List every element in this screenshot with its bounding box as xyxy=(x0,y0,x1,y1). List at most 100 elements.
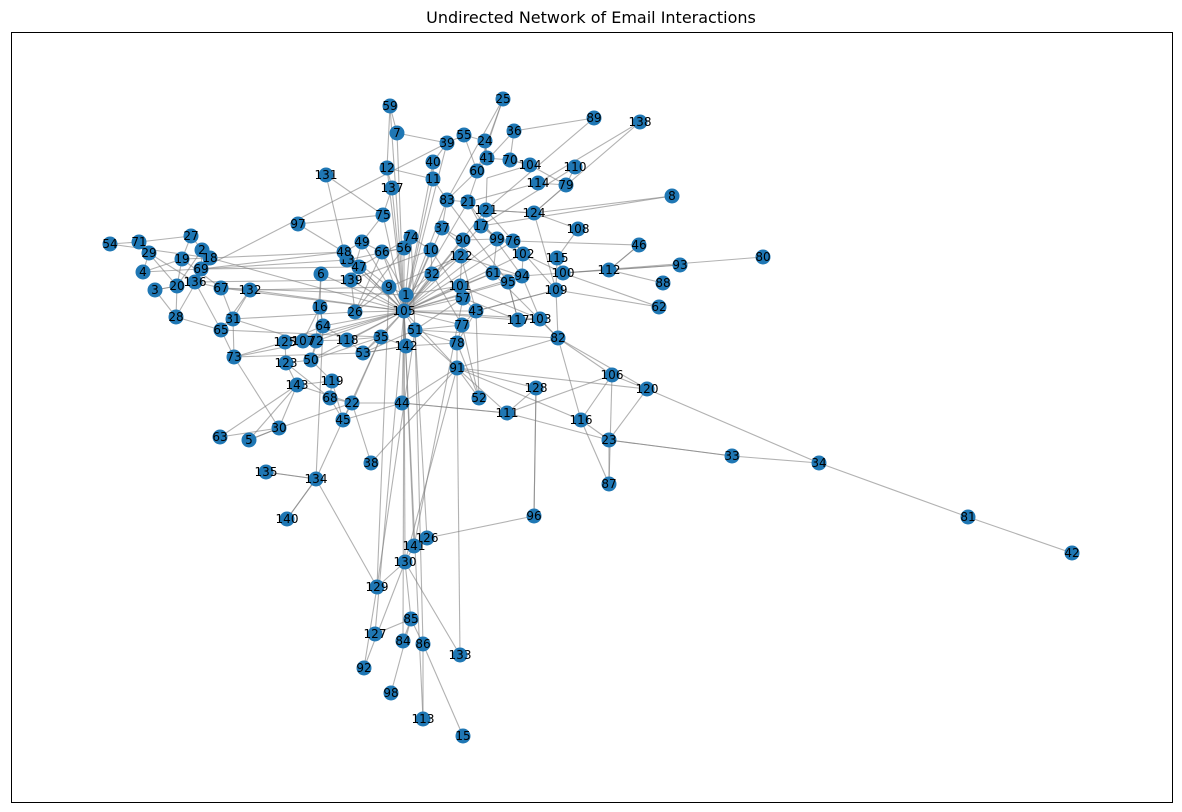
node-117[interactable]: 117 xyxy=(507,312,530,328)
node-67[interactable]: 67 xyxy=(213,280,229,296)
node-65[interactable]: 65 xyxy=(213,322,229,338)
node-91[interactable]: 91 xyxy=(449,360,465,376)
node-81[interactable]: 81 xyxy=(960,509,976,525)
node-104[interactable]: 104 xyxy=(519,157,542,173)
node-140[interactable]: 140 xyxy=(276,511,299,527)
node-44[interactable]: 44 xyxy=(394,395,410,411)
node-76[interactable]: 76 xyxy=(505,233,521,249)
node-120[interactable]: 120 xyxy=(636,381,659,397)
node-121[interactable]: 121 xyxy=(475,202,498,218)
node-83[interactable]: 83 xyxy=(439,192,455,208)
node-63[interactable]: 63 xyxy=(212,429,228,445)
node-108[interactable]: 108 xyxy=(567,221,590,237)
node-105[interactable]: 105 xyxy=(393,303,416,319)
node-129[interactable]: 129 xyxy=(366,579,389,595)
node-116[interactable]: 116 xyxy=(570,412,593,428)
node-112[interactable]: 112 xyxy=(598,262,621,278)
node-60[interactable]: 60 xyxy=(469,163,485,179)
node-64[interactable]: 64 xyxy=(315,318,331,334)
node-100[interactable]: 100 xyxy=(552,265,575,281)
node-52[interactable]: 52 xyxy=(471,390,487,406)
node-90[interactable]: 90 xyxy=(455,232,471,248)
node-21[interactable]: 21 xyxy=(460,194,476,210)
node-88[interactable]: 88 xyxy=(655,275,671,291)
node-142[interactable]: 142 xyxy=(395,338,418,354)
node-66[interactable]: 66 xyxy=(374,244,390,260)
node-17[interactable]: 17 xyxy=(473,218,489,234)
node-119[interactable]: 119 xyxy=(321,373,344,389)
node-78[interactable]: 78 xyxy=(449,335,465,351)
node-123[interactable]: 123 xyxy=(275,355,298,371)
node-114[interactable]: 114 xyxy=(527,175,550,191)
node-19[interactable]: 19 xyxy=(174,251,190,267)
node-31[interactable]: 31 xyxy=(225,311,241,327)
node-33[interactable]: 33 xyxy=(724,448,740,464)
node-96[interactable]: 96 xyxy=(526,508,542,524)
node-57[interactable]: 57 xyxy=(455,290,471,306)
node-80[interactable]: 80 xyxy=(755,249,771,265)
node-43[interactable]: 43 xyxy=(468,303,484,319)
node-141[interactable]: 141 xyxy=(403,538,426,554)
node-89[interactable]: 89 xyxy=(586,110,602,126)
node-12[interactable]: 12 xyxy=(379,160,395,176)
node-106[interactable]: 106 xyxy=(601,367,624,383)
node-22[interactable]: 22 xyxy=(344,395,360,411)
node-131[interactable]: 131 xyxy=(315,167,338,183)
node-139[interactable]: 139 xyxy=(340,272,363,288)
node-4[interactable]: 4 xyxy=(135,264,151,280)
node-45[interactable]: 45 xyxy=(335,412,351,428)
node-107[interactable]: 107 xyxy=(292,333,315,349)
node-110[interactable]: 110 xyxy=(564,159,587,175)
node-35[interactable]: 35 xyxy=(373,329,389,345)
node-49[interactable]: 49 xyxy=(354,234,370,250)
node-128[interactable]: 128 xyxy=(525,380,548,396)
node-3[interactable]: 3 xyxy=(147,282,163,298)
node-77[interactable]: 77 xyxy=(454,317,470,333)
node-73[interactable]: 73 xyxy=(226,349,242,365)
node-127[interactable]: 127 xyxy=(364,626,387,642)
node-56[interactable]: 56 xyxy=(396,240,412,256)
node-93[interactable]: 93 xyxy=(672,257,688,273)
node-61[interactable]: 61 xyxy=(485,265,501,281)
node-29[interactable]: 29 xyxy=(141,245,157,261)
node-68[interactable]: 68 xyxy=(322,390,338,406)
node-125[interactable]: 125 xyxy=(274,334,297,350)
node-62[interactable]: 62 xyxy=(651,299,667,315)
node-71[interactable]: 71 xyxy=(131,234,147,250)
node-133[interactable]: 133 xyxy=(449,647,472,663)
node-42[interactable]: 42 xyxy=(1064,545,1080,561)
node-143[interactable]: 143 xyxy=(286,377,309,393)
node-6[interactable]: 6 xyxy=(313,266,329,282)
node-7[interactable]: 7 xyxy=(389,125,405,141)
node-135[interactable]: 135 xyxy=(255,464,278,480)
node-48[interactable]: 48 xyxy=(336,244,352,260)
node-111[interactable]: 111 xyxy=(496,405,519,421)
node-55[interactable]: 55 xyxy=(456,127,472,143)
node-75[interactable]: 75 xyxy=(375,207,391,223)
node-92[interactable]: 92 xyxy=(356,660,372,676)
node-86[interactable]: 86 xyxy=(415,636,431,652)
node-85[interactable]: 85 xyxy=(403,611,419,627)
node-70[interactable]: 70 xyxy=(502,152,518,168)
node-9[interactable]: 9 xyxy=(381,279,397,295)
node-27[interactable]: 27 xyxy=(183,228,199,244)
node-113[interactable]: 113 xyxy=(412,711,435,727)
node-84[interactable]: 84 xyxy=(395,633,411,649)
node-11[interactable]: 11 xyxy=(425,171,441,187)
node-37[interactable]: 37 xyxy=(434,220,450,236)
node-98[interactable]: 98 xyxy=(383,685,399,701)
node-69[interactable]: 69 xyxy=(193,261,209,277)
node-95[interactable]: 95 xyxy=(500,274,516,290)
node-132[interactable]: 132 xyxy=(239,282,262,298)
node-40[interactable]: 40 xyxy=(425,154,441,170)
node-24[interactable]: 24 xyxy=(477,133,493,149)
node-79[interactable]: 79 xyxy=(558,177,574,193)
node-124[interactable]: 124 xyxy=(523,205,546,221)
node-20[interactable]: 20 xyxy=(169,278,185,294)
node-134[interactable]: 134 xyxy=(305,471,328,487)
node-130[interactable]: 130 xyxy=(394,554,417,570)
node-46[interactable]: 46 xyxy=(631,237,647,253)
node-102[interactable]: 102 xyxy=(512,246,535,262)
node-39[interactable]: 39 xyxy=(439,135,455,151)
node-99[interactable]: 99 xyxy=(489,231,505,247)
